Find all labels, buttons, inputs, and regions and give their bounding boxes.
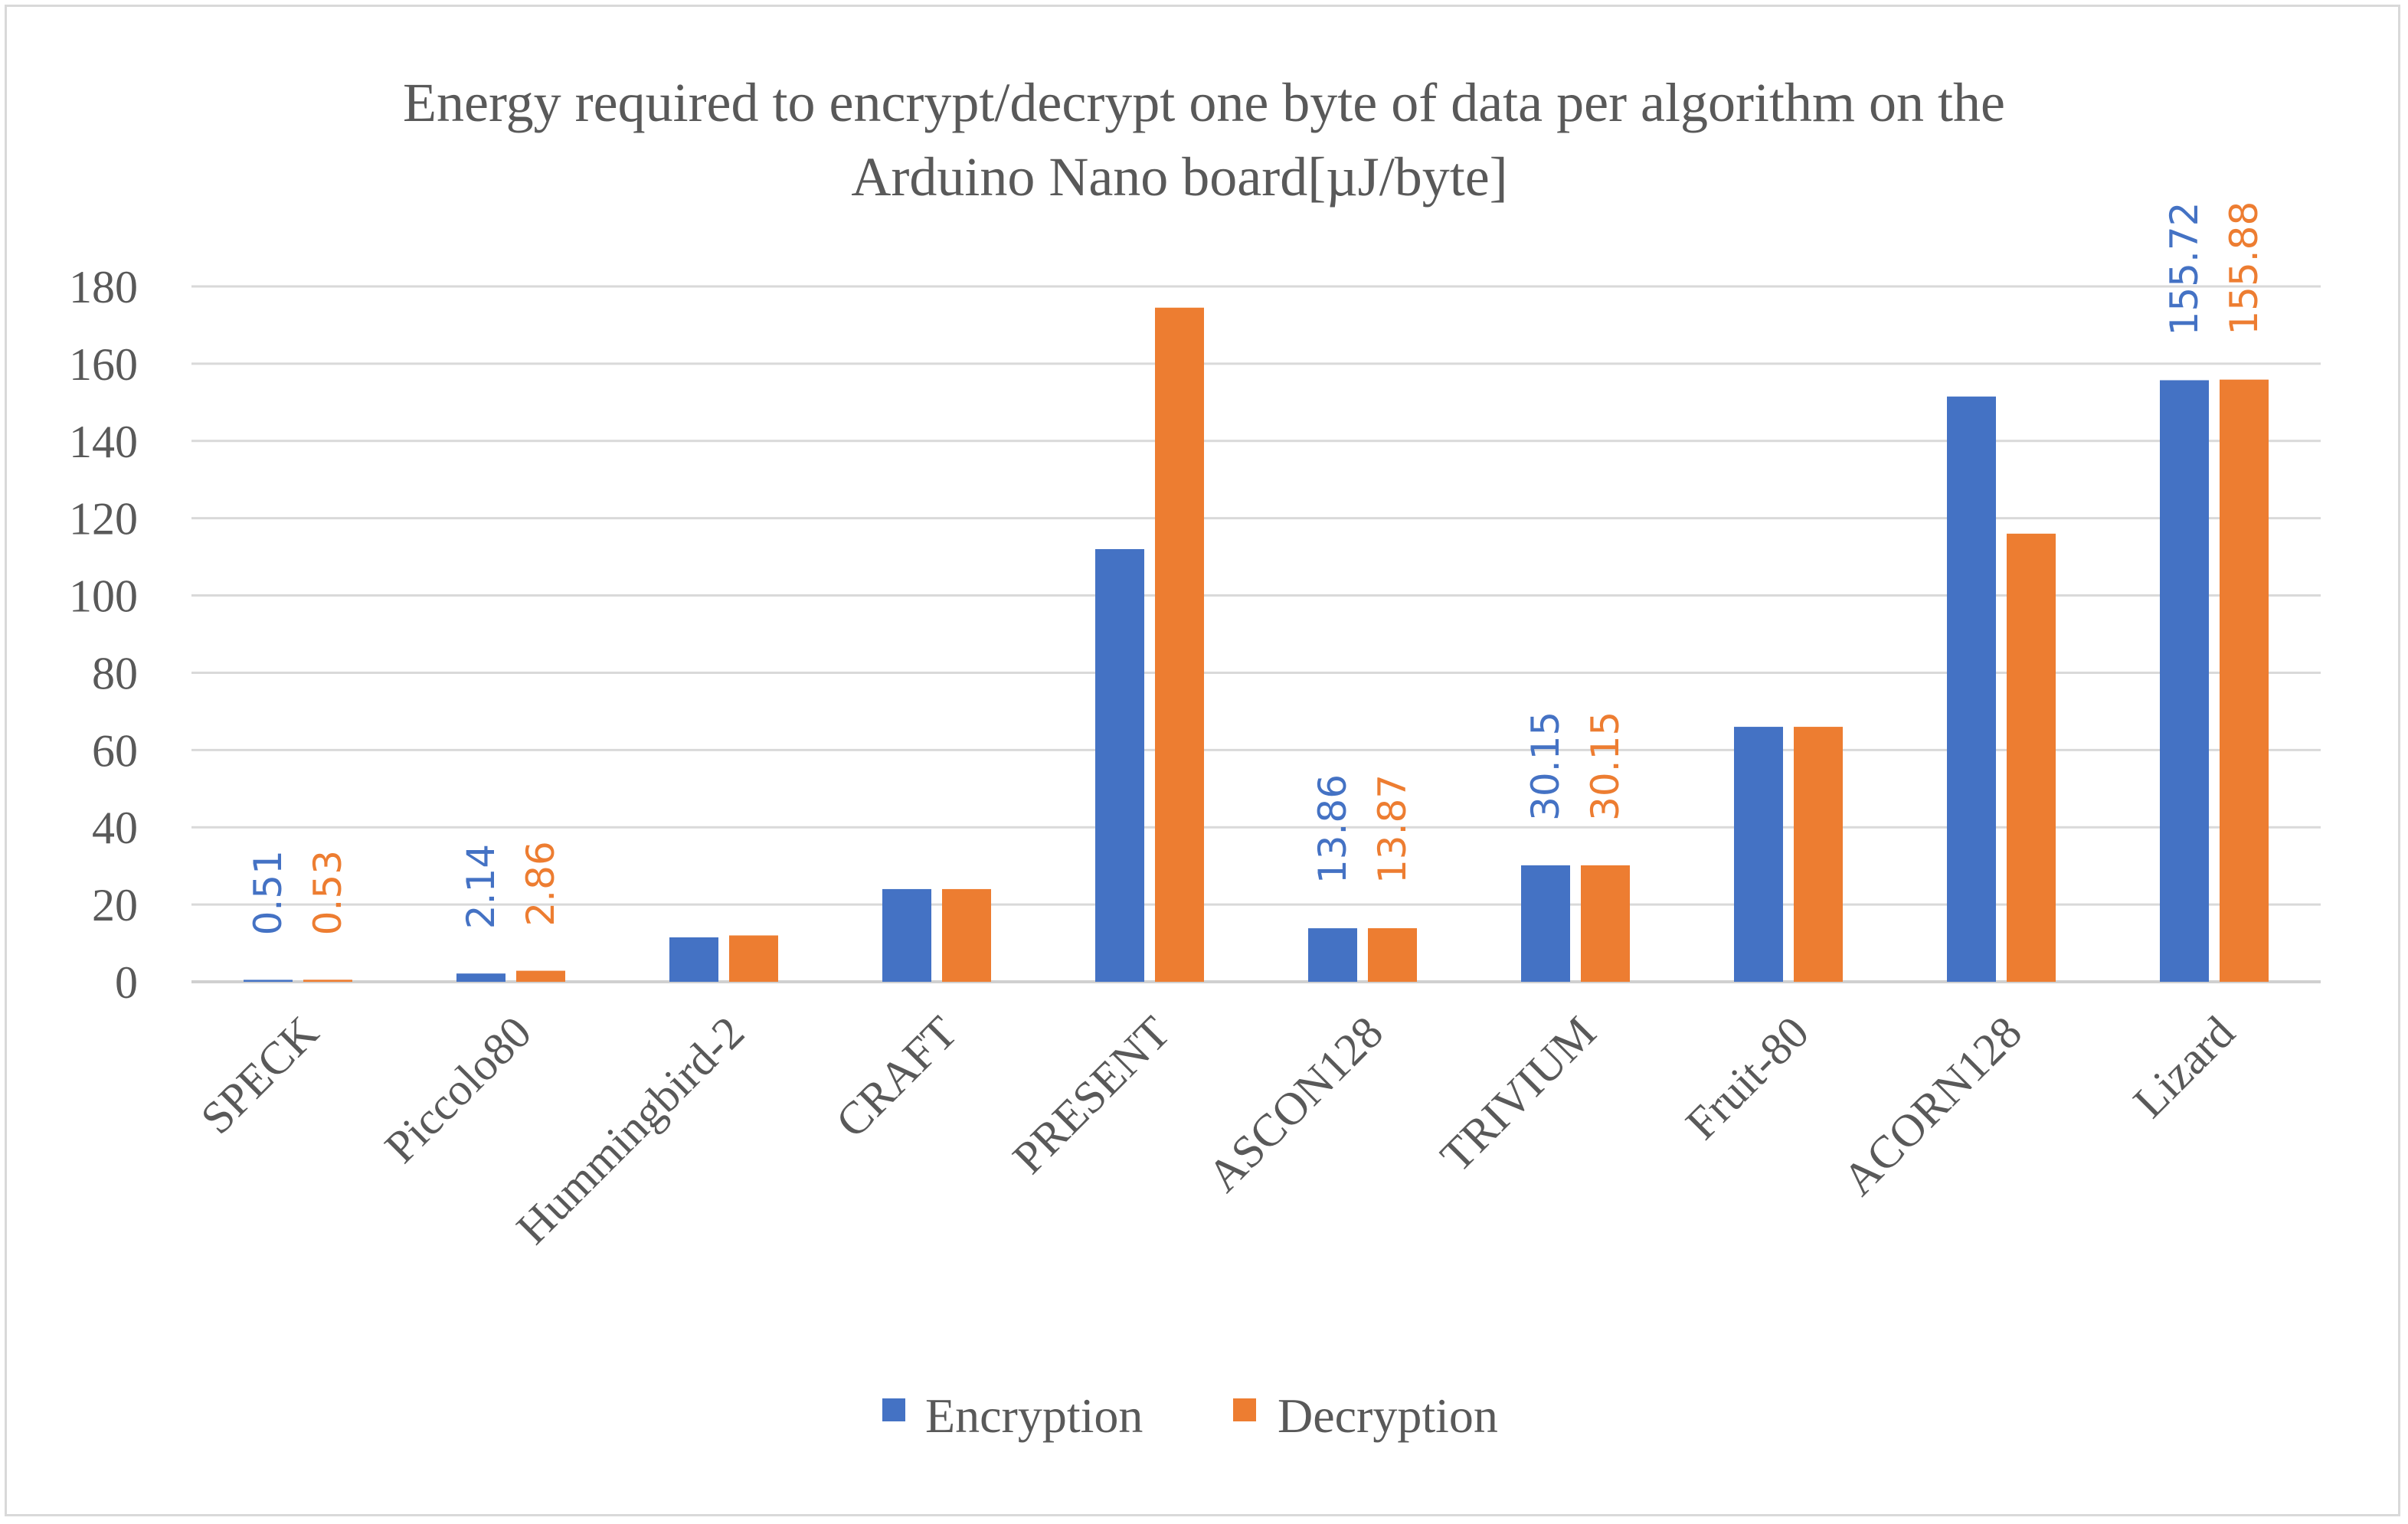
data-label-encryption-piccolo80: 2.14 (459, 844, 503, 929)
data-labels: 0.51 0.53 2.14 2.86 13.86 13.87 30.15 30.15 155.… (246, 201, 2266, 936)
y-tick-label-120: 120 (69, 494, 138, 545)
y-tick-label-140: 140 (69, 417, 138, 467)
y-tick-label-100: 100 (69, 571, 138, 622)
data-label-encryption-trivium: 30.15 (1523, 711, 1568, 821)
chart-title-line-2: Arduino Nano board[µJ/byte] (851, 146, 1507, 208)
bar-encryption-speck (244, 979, 293, 982)
bar-encryption-acorn128 (1947, 396, 1996, 982)
bar-encryption-trivium (1521, 865, 1570, 982)
bar-decryption-lizard (2220, 379, 2269, 982)
legend-swatch-decryption (1233, 1398, 1256, 1421)
y-tick-label-20: 20 (92, 880, 138, 930)
x-tick-label-ascon128: ASCON128 (1198, 1007, 1392, 1202)
x-tick-label-speck: SPECK (191, 1007, 328, 1144)
bar-decryption-craft (942, 888, 991, 982)
bar-decryption-acorn128 (2007, 533, 2056, 982)
bar-decryption-piccolo80 (516, 970, 565, 982)
y-tick-label-160: 160 (69, 339, 138, 390)
legend: Encryption Decryption (882, 1388, 1498, 1443)
y-tick-label-180: 180 (69, 262, 138, 312)
bars (244, 307, 2269, 982)
x-tick-label-lizard: Lizard (2124, 1007, 2244, 1127)
data-label-decryption-ascon128: 13.87 (1370, 774, 1415, 884)
gridlines (191, 285, 2321, 983)
chart-title: Energy required to encrypt/decrypt one b… (403, 72, 2005, 208)
x-tick-label-hummingbird-2: Hummingbird-2 (507, 1007, 754, 1254)
bar-decryption-hummingbird-2 (729, 935, 778, 982)
chart-title-line-1: Energy required to encrypt/decrypt one b… (403, 72, 2005, 133)
bar-encryption-craft (882, 888, 931, 982)
y-tick-label-0: 0 (115, 957, 138, 1008)
x-tick-label-acorn128: ACORN128 (1833, 1007, 2031, 1205)
x-tick-label-craft: CRAFT (826, 1007, 967, 1147)
bar-encryption-present (1095, 549, 1144, 982)
y-tick-label-40: 40 (92, 803, 138, 853)
bar-encryption-fruit-80 (1734, 727, 1783, 982)
legend-label-encryption: Encryption (925, 1388, 1143, 1443)
data-label-decryption-lizard: 155.88 (2222, 201, 2266, 335)
y-tick-label-80: 80 (92, 648, 138, 698)
x-tick-label-fruit-80: Fruit-80 (1676, 1007, 1818, 1150)
bar-encryption-piccolo80 (456, 973, 505, 982)
bar-encryption-lizard (2160, 380, 2209, 982)
legend-swatch-encryption (882, 1398, 905, 1421)
data-label-decryption-trivium: 30.15 (1583, 711, 1628, 821)
data-label-encryption-speck: 0.51 (246, 850, 290, 935)
bar-encryption-ascon128 (1308, 928, 1357, 982)
bar-decryption-speck (303, 979, 352, 982)
data-label-decryption-piccolo80: 2.86 (519, 841, 563, 926)
bar-decryption-trivium (1581, 865, 1630, 982)
bar-decryption-present (1155, 307, 1204, 982)
x-tick-label-piccolo80: Piccolo80 (375, 1007, 541, 1172)
legend-label-decryption: Decryption (1278, 1388, 1498, 1443)
bar-decryption-ascon128 (1368, 928, 1417, 982)
y-tick-label-60: 60 (92, 725, 138, 776)
data-label-encryption-ascon128: 13.86 (1310, 774, 1355, 884)
bar-decryption-fruit-80 (1794, 727, 1843, 982)
x-tick-label-present: PRESENT (1003, 1007, 1180, 1184)
bar-encryption-hummingbird-2 (669, 937, 718, 982)
y-axis-tick-labels: 0 20 40 60 80 100 120 140 160 180 (69, 262, 138, 1008)
data-label-encryption-lizard: 155.72 (2162, 202, 2207, 336)
data-label-decryption-speck: 0.53 (306, 850, 350, 935)
x-tick-label-trivium: TRIVIUM (1431, 1007, 1605, 1182)
